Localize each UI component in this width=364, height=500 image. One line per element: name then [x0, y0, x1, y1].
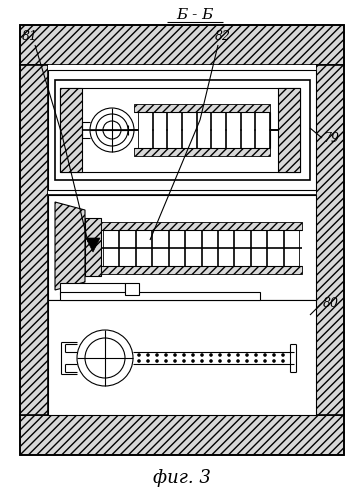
Bar [138, 112, 152, 148]
Bar [182, 112, 196, 148]
Bar [48, 65, 316, 415]
Bar [241, 112, 254, 148]
Circle shape [227, 359, 231, 363]
Circle shape [245, 353, 249, 357]
Circle shape [173, 353, 177, 357]
Circle shape [200, 359, 204, 363]
Circle shape [236, 353, 240, 357]
Circle shape [191, 353, 195, 357]
Circle shape [218, 359, 222, 363]
Bar [284, 230, 299, 266]
Bar [197, 112, 210, 148]
Circle shape [263, 353, 267, 357]
Circle shape [218, 353, 222, 357]
Bar [20, 25, 344, 65]
Bar [119, 230, 135, 266]
Text: 82: 82 [215, 30, 231, 43]
Polygon shape [86, 238, 100, 252]
Text: фиг. 3: фиг. 3 [153, 469, 211, 487]
Circle shape [200, 353, 204, 357]
Text: 79: 79 [323, 132, 339, 145]
Circle shape [173, 359, 177, 363]
Circle shape [209, 359, 213, 363]
Bar [316, 65, 344, 415]
Bar [60, 283, 125, 295]
Circle shape [281, 359, 285, 363]
Bar [234, 230, 250, 266]
Circle shape [164, 359, 168, 363]
Circle shape [155, 353, 159, 357]
Bar [55, 80, 310, 180]
Circle shape [146, 353, 150, 357]
Circle shape [146, 359, 150, 363]
Circle shape [281, 353, 285, 357]
Circle shape [209, 353, 213, 357]
Bar [101, 266, 302, 274]
Bar [134, 148, 270, 156]
Bar [153, 112, 166, 148]
Bar [60, 292, 260, 300]
Circle shape [272, 359, 276, 363]
Bar [169, 230, 184, 266]
Bar [48, 70, 316, 190]
Bar [226, 112, 240, 148]
Bar [134, 104, 270, 112]
Circle shape [182, 359, 186, 363]
Polygon shape [55, 202, 85, 290]
Bar [85, 218, 101, 276]
Text: Б - Б: Б - Б [176, 8, 214, 22]
Circle shape [272, 353, 276, 357]
Circle shape [227, 353, 231, 357]
Bar [103, 230, 118, 266]
Bar [136, 230, 151, 266]
Circle shape [254, 353, 258, 357]
Bar [267, 230, 282, 266]
Bar [218, 230, 233, 266]
Bar [20, 415, 344, 455]
Bar [60, 88, 300, 172]
Bar [255, 112, 269, 148]
Circle shape [137, 353, 141, 357]
Bar [251, 230, 266, 266]
Bar [278, 88, 300, 172]
Circle shape [191, 359, 195, 363]
Text: 80: 80 [323, 297, 339, 310]
Circle shape [245, 359, 249, 363]
Bar [48, 195, 316, 300]
Circle shape [263, 359, 267, 363]
Circle shape [182, 353, 186, 357]
Circle shape [236, 359, 240, 363]
Bar [167, 112, 181, 148]
Bar [152, 230, 168, 266]
Circle shape [164, 353, 168, 357]
Bar [202, 230, 217, 266]
Circle shape [137, 359, 141, 363]
Bar [101, 222, 302, 230]
Bar [60, 88, 82, 172]
Bar [20, 25, 344, 455]
Bar [20, 65, 48, 415]
Bar [211, 112, 225, 148]
Text: 81: 81 [22, 30, 38, 43]
Circle shape [254, 359, 258, 363]
Bar [48, 300, 316, 415]
Bar [125, 283, 139, 295]
Circle shape [155, 359, 159, 363]
Bar [185, 230, 201, 266]
